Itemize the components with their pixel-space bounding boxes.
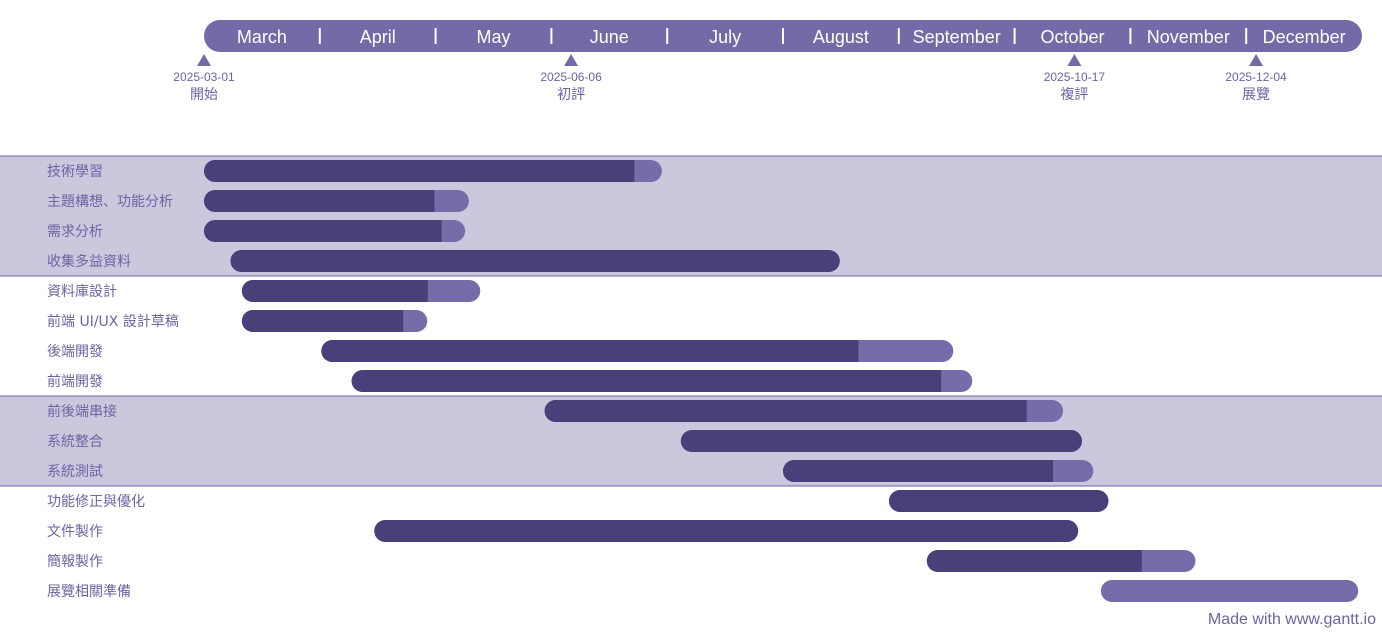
month-label: October — [1040, 27, 1104, 47]
month-label: September — [913, 27, 1001, 47]
month-label: March — [237, 27, 287, 47]
milestone-triangle-icon — [1249, 54, 1264, 66]
task-label: 文件製作 — [47, 524, 103, 540]
task-progress-bar — [544, 400, 1027, 422]
task-progress-bar — [204, 190, 435, 212]
task-label: 功能修正與優化 — [47, 494, 145, 510]
milestone-label: 複評 — [1060, 86, 1088, 103]
task-label: 展覽相關準備 — [47, 584, 131, 600]
milestone-date: 2025-03-01 — [173, 70, 235, 84]
task-label: 收集多益資料 — [47, 253, 131, 270]
milestone-date: 2025-10-17 — [1044, 70, 1106, 84]
task-progress-bar — [321, 340, 859, 362]
month-label: November — [1147, 27, 1230, 47]
task-label: 系統整合 — [47, 434, 103, 450]
milestone-triangle-icon — [1067, 54, 1082, 66]
milestone-label: 開始 — [190, 87, 218, 103]
month-label: April — [360, 27, 396, 47]
task-progress-bar — [351, 370, 942, 392]
task-progress-bar — [680, 430, 1082, 452]
milestone-date: 2025-06-06 — [540, 70, 602, 84]
task-label: 主題構想、功能分析 — [47, 194, 173, 210]
month-label: December — [1263, 27, 1346, 47]
task-progress-bar — [241, 280, 428, 302]
task-label: 前後端串接 — [47, 403, 117, 420]
task-progress-bar — [204, 160, 635, 182]
month-label: July — [709, 27, 741, 47]
task-progress-bar — [230, 250, 840, 272]
task-label: 前端開發 — [47, 373, 103, 390]
task-bar — [1100, 580, 1359, 602]
milestone-label: 展覽 — [1242, 87, 1270, 103]
task-progress-bar — [241, 310, 404, 332]
task-progress-bar — [783, 460, 1053, 482]
task-label: 簡報製作 — [47, 554, 103, 570]
milestone-triangle-icon — [197, 54, 211, 66]
task-label: 技術學習 — [47, 164, 103, 180]
month-label: June — [590, 27, 629, 47]
task-label: 資料庫設計 — [47, 283, 117, 300]
task-label: 需求分析 — [47, 224, 103, 240]
month-label: May — [476, 27, 510, 47]
footer-credit: Made with www.gantt.io — [1208, 611, 1376, 628]
milestone-label: 初評 — [557, 86, 585, 103]
month-label: August — [813, 27, 869, 47]
milestone-date: 2025-12-04 — [1225, 70, 1287, 84]
task-label: 系統測試 — [47, 464, 103, 480]
task-label: 前端 UI/UX 設計草稿 — [47, 313, 179, 330]
task-progress-bar — [204, 220, 442, 242]
task-progress-bar — [374, 520, 1079, 542]
task-progress-bar — [888, 490, 1109, 512]
task-label: 後端開發 — [47, 344, 103, 360]
milestone-triangle-icon — [564, 54, 579, 66]
task-progress-bar — [926, 550, 1142, 572]
